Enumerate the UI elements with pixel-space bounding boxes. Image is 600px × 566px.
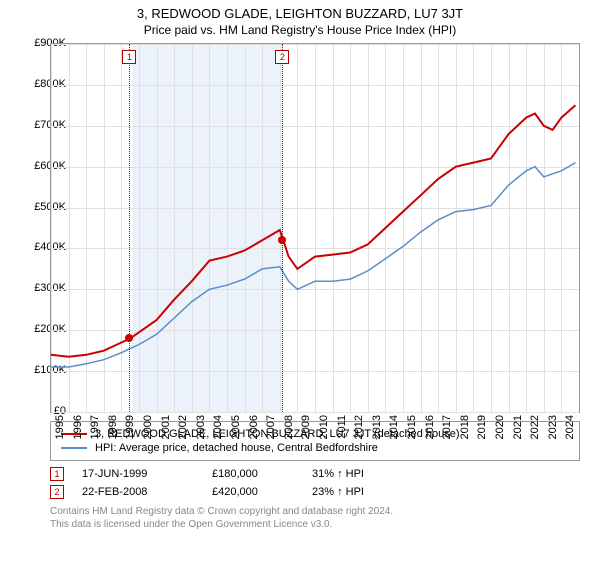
xtick-label: 2020 <box>494 415 506 439</box>
event-number: 2 <box>50 485 64 499</box>
xtick-label: 2002 <box>177 415 189 439</box>
xtick-label: 1998 <box>107 415 119 439</box>
xtick-label: 2011 <box>336 415 348 439</box>
xtick-label: 2004 <box>212 415 224 439</box>
xtick-label: 1997 <box>89 415 101 439</box>
xtick-label: 2005 <box>230 415 242 439</box>
chart-title: 3, REDWOOD GLADE, LEIGHTON BUZZARD, LU7 … <box>0 6 600 21</box>
xtick-label: 2009 <box>300 415 312 439</box>
legend-label: HPI: Average price, detached house, Cent… <box>95 442 378 454</box>
xtick-label: 2024 <box>564 415 576 439</box>
chart-subtitle: Price paid vs. HM Land Registry's House … <box>0 23 600 37</box>
event-row: 1 17-JUN-1999£180,00031% ↑ HPI <box>50 467 600 481</box>
event-price: £180,000 <box>212 468 312 480</box>
xtick-label: 2010 <box>318 415 330 439</box>
sale-events: 1 17-JUN-1999£180,00031% ↑ HPI 2 22-FEB-200… <box>50 467 600 499</box>
xtick-label: 2021 <box>512 415 524 439</box>
event-date: 17-JUN-1999 <box>82 468 212 480</box>
sale-marker-dot <box>278 236 286 244</box>
xtick-label: 2023 <box>547 415 559 439</box>
xtick-label: 2022 <box>529 415 541 439</box>
xtick-label: 2000 <box>142 415 154 439</box>
xtick-label: 2012 <box>353 415 365 439</box>
sale-marker-label: 1 <box>122 50 136 64</box>
xtick-label: 2003 <box>195 415 207 439</box>
footer-line2: This data is licensed under the Open Gov… <box>50 518 600 531</box>
xtick-label: 2015 <box>406 415 418 439</box>
sale-marker-label: 2 <box>275 50 289 64</box>
legend-item: HPI: Average price, detached house, Cent… <box>61 442 569 454</box>
event-date: 22-FEB-2008 <box>82 486 212 498</box>
xtick-label: 2001 <box>160 415 172 439</box>
chart-plot-area: 12 <box>50 43 580 413</box>
xtick-label: 2008 <box>283 415 295 439</box>
xtick-label: 2006 <box>248 415 260 439</box>
xtick-label: 2014 <box>388 415 400 439</box>
xtick-label: 2007 <box>265 415 277 439</box>
event-delta: 23% ↑ HPI <box>312 486 412 498</box>
event-number: 1 <box>50 467 64 481</box>
xtick-label: 1996 <box>72 415 84 439</box>
xtick-label: 1999 <box>124 415 136 439</box>
xtick-label: 2019 <box>476 415 488 439</box>
chart-container: 3, REDWOOD GLADE, LEIGHTON BUZZARD, LU7 … <box>0 6 600 566</box>
xtick-label: 2016 <box>424 415 436 439</box>
event-price: £420,000 <box>212 486 312 498</box>
xtick-label: 2017 <box>441 415 453 439</box>
xtick-label: 2013 <box>371 415 383 439</box>
event-row: 2 22-FEB-2008£420,00023% ↑ HPI <box>50 485 600 499</box>
footer: Contains HM Land Registry data © Crown c… <box>50 505 600 531</box>
xtick-label: 2018 <box>459 415 471 439</box>
xtick-label: 1995 <box>54 415 66 439</box>
footer-line1: Contains HM Land Registry data © Crown c… <box>50 505 600 518</box>
event-delta: 31% ↑ HPI <box>312 468 412 480</box>
sale-marker-dot <box>125 334 133 342</box>
legend-item: 3, REDWOOD GLADE, LEIGHTON BUZZARD, LU7 … <box>61 428 569 440</box>
